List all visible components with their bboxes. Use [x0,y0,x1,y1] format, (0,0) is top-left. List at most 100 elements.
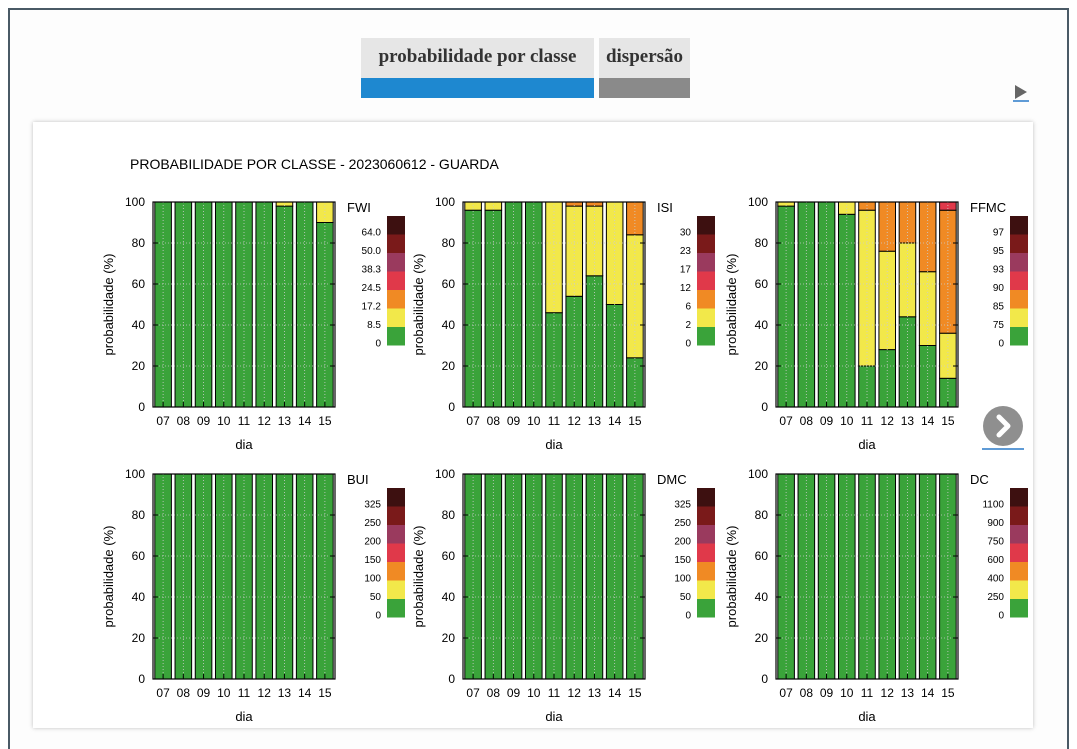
x-tick-label: 14 [298,414,312,428]
y-tick-label: 100 [748,195,768,209]
y-tick-label: 40 [132,590,146,604]
y-tick-label: 60 [132,277,146,291]
x-tick-label: 07 [156,414,170,428]
legend-label: 75 [993,320,1005,331]
x-tick-label: 15 [628,686,642,700]
legend-label: 50.0 [362,246,382,257]
legend-label: 24.5 [362,283,382,294]
legend-label: 250 [364,518,381,529]
legend-swatch [1010,308,1028,327]
x-tick-label: 11 [238,686,251,700]
x-tick-label: 09 [507,414,521,428]
y-tick-label: 100 [125,195,145,209]
bar-segment [545,201,563,314]
x-tick-label: 09 [507,686,521,700]
x-tick-label: 10 [217,686,231,700]
x-tick-label: 12 [568,686,582,700]
x-tick-label: 07 [156,686,170,700]
y-axis-label: probabilidade (%) [411,254,426,356]
y-tick-label: 100 [435,195,455,209]
x-tick-label: 09 [197,686,211,700]
x-tick-label: 07 [466,414,480,428]
legend-swatch [1010,543,1028,562]
x-tick-label: 12 [881,414,895,428]
y-tick-label: 40 [442,318,456,332]
tab-probabilidade-por-classe[interactable]: probabilidade por classe [361,38,594,98]
bar-segment [858,209,876,367]
x-tick-label: 10 [840,686,854,700]
legend-swatch [1010,271,1028,290]
legend-swatch [387,599,405,618]
legend-label: 325 [364,500,381,511]
y-tick-label: 100 [435,467,455,481]
legend-swatch [387,216,405,235]
y-tick-label: 60 [442,549,456,563]
y-tick-label: 40 [755,318,769,332]
y-tick-label: 100 [748,467,768,481]
legend-label: 150 [674,555,691,566]
chart-svg: PROBABILIDADE POR CLASSE - 2023060612 - … [101,156,1028,724]
legend-swatch [387,327,405,346]
legend-swatch [697,327,715,346]
legend-swatch [697,488,715,507]
legend-label: 600 [987,555,1004,566]
legend-label: 250 [674,518,691,529]
x-tick-label: 12 [258,686,272,700]
legend-swatch [1010,506,1028,525]
play-icon[interactable] [1013,84,1029,102]
legend-title: DMC [657,472,687,487]
x-tick-label: 08 [177,686,191,700]
x-tick-label: 11 [238,414,251,428]
y-axis-label: probabilidade (%) [724,526,739,628]
x-axis-label: dia [545,437,563,452]
legend-label: 200 [674,537,691,548]
x-tick-label: 15 [318,414,332,428]
x-tick-label: 13 [278,686,292,700]
x-tick-label: 09 [197,414,211,428]
legend-label: 30 [680,228,692,239]
legend-swatch [1010,525,1028,544]
legend-label: 85 [993,302,1005,313]
legend-label: 8.5 [367,320,381,331]
legend-label: 750 [987,537,1004,548]
x-tick-label: 11 [548,414,561,428]
legend-swatch [1010,599,1028,618]
x-axis-label: dia [858,709,876,724]
x-tick-label: 07 [466,686,480,700]
x-axis-label: dia [235,709,253,724]
y-tick-label: 0 [761,672,768,686]
legend-label: 23 [680,246,692,257]
y-axis-label: probabilidade (%) [724,254,739,356]
x-tick-label: 13 [588,686,602,700]
legend-label: 0 [685,611,691,622]
x-tick-label: 10 [527,686,541,700]
y-tick-label: 20 [132,359,146,373]
legend-label: 325 [674,500,691,511]
legend-label: 200 [364,537,381,548]
legend-swatch [697,234,715,253]
legend-label: 95 [993,246,1005,257]
x-tick-label: 14 [921,414,935,428]
legend-swatch [1010,253,1028,272]
chevron-right-icon[interactable] [980,404,1026,450]
tab-dispersao[interactable]: dispersão [599,38,690,98]
subplot-fwi: 0 20 40 60 80 100 07 08 09 10 11 12 13 14 15 dia probabi… [101,195,405,452]
legend-swatch [697,271,715,290]
y-tick-label: 20 [442,631,456,645]
x-tick-label: 15 [941,414,955,428]
x-tick-label: 14 [921,686,935,700]
legend-label: 0 [375,339,381,350]
bar-segment [918,201,937,273]
legend-swatch [387,234,405,253]
y-tick-label: 80 [132,236,146,250]
x-tick-label: 10 [840,414,854,428]
legend-swatch [387,290,405,309]
legend-swatch [697,562,715,581]
x-axis-label: dia [235,437,253,452]
legend-swatch [697,525,715,544]
x-tick-label: 08 [177,414,191,428]
legend-swatch [1010,216,1028,235]
legend-label: 1100 [982,500,1004,511]
y-tick-label: 0 [138,400,145,414]
